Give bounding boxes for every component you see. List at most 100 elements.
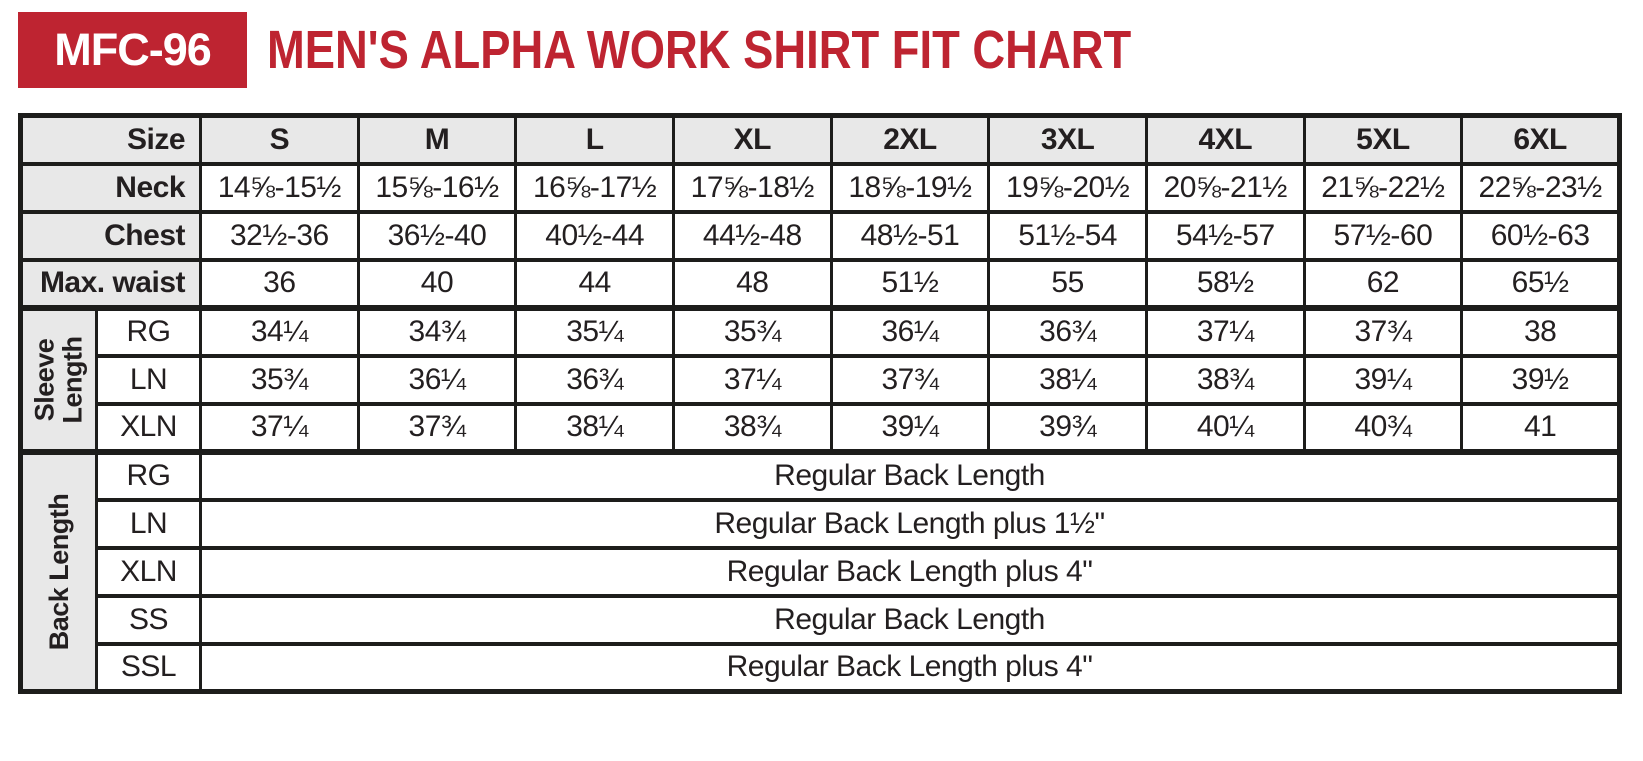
sleeve-fit-code-cell: XLN bbox=[95, 401, 202, 454]
sleeve-length-value-cell: 38¾ bbox=[671, 401, 833, 454]
fit-chart-table: Size S M L XL 2XL 3XL 4XL 5XL 6XL Neck 14⅝-15½ 15⅝-1… bbox=[18, 113, 1622, 694]
sleeve-length-value-cell: 41 bbox=[1460, 401, 1621, 454]
sleeve-length-value-cell: 39¼ bbox=[1302, 353, 1464, 406]
sleeve-length-value-cell: 37¾ bbox=[829, 353, 991, 406]
neck-value-cell: 21⅝-22½ bbox=[1302, 161, 1464, 214]
size-column-header-l: L bbox=[514, 113, 675, 166]
table-row: Size S M L XL 2XL 3XL 4XL 5XL 6XL bbox=[19, 113, 1621, 166]
sleeve-length-vertical-text: Sleeve Length bbox=[29, 336, 88, 423]
sleeve-length-value-cell: 37¾ bbox=[356, 401, 518, 454]
chest-value-cell: 51½-54 bbox=[987, 209, 1148, 262]
sleeve-length-value-cell: 35¾ bbox=[671, 304, 833, 358]
neck-value-cell: 22⅝-23½ bbox=[1460, 161, 1621, 214]
size-column-header-xl: XL bbox=[671, 113, 833, 166]
sleeve-length-value-cell: 36¾ bbox=[514, 353, 675, 406]
sleeve-length-value-cell: 34¾ bbox=[356, 304, 518, 358]
table-row: LN 35¾ 36¼ 36¾ 37¼ 37¾ 38¼ 38¾ 39¼ 39½ bbox=[21, 353, 1621, 406]
sleeve-length-value-cell: 38¼ bbox=[987, 353, 1148, 406]
table-row: Max. waist 36 40 44 48 51½ 55 58½ 62 65½ bbox=[19, 257, 1621, 310]
row-label-chest: Chest bbox=[19, 209, 202, 262]
size-column-header-6xl: 6XL bbox=[1460, 113, 1621, 166]
back-length-vertical-text: Back Length bbox=[43, 493, 74, 651]
page-title: MEN'S ALPHA WORK SHIRT FIT CHART bbox=[267, 20, 1132, 80]
table-row: XLN Regular Back Length plus 4" bbox=[21, 545, 1621, 598]
table-row: Back Length RG Regular Back Length bbox=[19, 448, 1621, 694]
size-column-header-s: S bbox=[199, 113, 360, 166]
neck-value-cell: 16⅝-17½ bbox=[514, 161, 675, 214]
sleeve-length-value-cell: 39¾ bbox=[987, 401, 1148, 454]
table-row: Neck 14⅝-15½ 15⅝-16½ 16⅝-17½ 17⅝-18½ 18⅝-19½ 1… bbox=[19, 161, 1621, 214]
chest-value-cell: 54½-57 bbox=[1144, 209, 1306, 262]
max-waist-value-cell: 48 bbox=[671, 257, 833, 310]
sleeve-fit-code-cell: RG bbox=[95, 304, 202, 358]
back-fit-code-cell: RG bbox=[95, 448, 202, 502]
table-row: LN Regular Back Length plus 1½" bbox=[21, 497, 1621, 550]
sleeve-length-value-cell: 38¾ bbox=[1144, 353, 1306, 406]
back-length-description-cell: Regular Back Length plus 1½" bbox=[199, 497, 1621, 550]
neck-value-cell: 15⅝-16½ bbox=[356, 161, 518, 214]
row-label-neck: Neck bbox=[19, 161, 202, 214]
max-waist-value-cell: 36 bbox=[199, 257, 360, 310]
size-column-header-3xl: 3XL bbox=[987, 113, 1148, 166]
sleeve-length-value-cell: 36¼ bbox=[829, 304, 991, 358]
back-fit-code-cell: SS bbox=[95, 593, 202, 646]
size-column-header-4xl: 4XL bbox=[1144, 113, 1306, 166]
fit-chart-table-body: Size S M L XL 2XL 3XL 4XL 5XL 6XL Neck 14⅝-15½ 15⅝-1… bbox=[19, 113, 1621, 694]
product-code-badge: MFC-96 bbox=[18, 12, 247, 88]
back-length-description-cell: Regular Back Length plus 4" bbox=[199, 545, 1621, 598]
chest-value-cell: 32½-36 bbox=[199, 209, 360, 262]
table-row: XLN 37¼ 37¾ 38¼ 38¾ 39¼ 39¾ 40¼ 40¾ 41 bbox=[21, 401, 1621, 454]
sleeve-length-value-cell: 39½ bbox=[1460, 353, 1621, 406]
sleeve-length-value-cell: 35¼ bbox=[514, 304, 675, 358]
chest-value-cell: 48½-51 bbox=[829, 209, 991, 262]
max-waist-value-cell: 55 bbox=[987, 257, 1148, 310]
size-column-header-2xl: 2XL bbox=[829, 113, 991, 166]
sleeve-length-value-cell: 38 bbox=[1460, 304, 1621, 358]
sleeve-length-value-cell: 37¼ bbox=[199, 401, 360, 454]
max-waist-value-cell: 51½ bbox=[829, 257, 991, 310]
table-row: SS Regular Back Length bbox=[21, 593, 1621, 646]
max-waist-value-cell: 44 bbox=[514, 257, 675, 310]
sleeve-length-value-cell: 39¼ bbox=[829, 401, 991, 454]
sleeve-length-value-cell: 34¼ bbox=[199, 304, 360, 358]
neck-value-cell: 20⅝-21½ bbox=[1144, 161, 1306, 214]
max-waist-value-cell: 62 bbox=[1302, 257, 1464, 310]
sleeve-length-value-cell: 35¾ bbox=[199, 353, 360, 406]
chest-value-cell: 57½-60 bbox=[1302, 209, 1464, 262]
chest-value-cell: 60½-63 bbox=[1460, 209, 1621, 262]
max-waist-value-cell: 58½ bbox=[1144, 257, 1306, 310]
back-length-description-cell: Regular Back Length bbox=[199, 448, 1621, 502]
sleeve-length-value-cell: 40¼ bbox=[1144, 401, 1306, 454]
sleeve-length-value-cell: 40¾ bbox=[1302, 401, 1464, 454]
max-waist-value-cell: 40 bbox=[356, 257, 518, 310]
sleeve-length-value-cell: 38¼ bbox=[514, 401, 675, 454]
row-label-max-waist: Max. waist bbox=[19, 257, 202, 310]
back-length-description-cell: Regular Back Length plus 4" bbox=[199, 641, 1621, 694]
chest-value-cell: 44½-48 bbox=[671, 209, 833, 262]
back-length-description-cell: Regular Back Length bbox=[199, 593, 1621, 646]
sleeve-length-value-cell: 37¾ bbox=[1302, 304, 1464, 358]
size-column-header-m: M bbox=[356, 113, 518, 166]
chest-value-cell: 40½-44 bbox=[514, 209, 675, 262]
sleeve-length-value-cell: 37¼ bbox=[1144, 304, 1306, 358]
sleeve-length-value-cell: 37¼ bbox=[671, 353, 833, 406]
back-length-group-label: Back Length bbox=[19, 448, 98, 694]
back-fit-code-cell: LN bbox=[95, 497, 202, 550]
page-header: MFC-96 MEN'S ALPHA WORK SHIRT FIT CHART bbox=[18, 12, 1643, 88]
chest-value-cell: 36½-40 bbox=[356, 209, 518, 262]
size-header-cell: Size bbox=[19, 113, 202, 166]
neck-value-cell: 19⅝-20½ bbox=[987, 161, 1148, 214]
sleeve-length-group-label: Sleeve Length bbox=[19, 304, 98, 454]
sleeve-length-value-cell: 36¾ bbox=[987, 304, 1148, 358]
back-fit-code-cell: XLN bbox=[95, 545, 202, 598]
sleeve-fit-code-cell: LN bbox=[95, 353, 202, 406]
neck-value-cell: 17⅝-18½ bbox=[671, 161, 833, 214]
max-waist-value-cell: 65½ bbox=[1460, 257, 1621, 310]
table-row: SSL Regular Back Length plus 4" bbox=[21, 641, 1621, 694]
table-row: Chest 32½-36 36½-40 40½-44 44½-48 48½-51 51½-5… bbox=[19, 209, 1621, 262]
size-column-header-5xl: 5XL bbox=[1302, 113, 1464, 166]
back-fit-code-cell: SSL bbox=[95, 641, 202, 694]
neck-value-cell: 14⅝-15½ bbox=[199, 161, 360, 214]
neck-value-cell: 18⅝-19½ bbox=[829, 161, 991, 214]
